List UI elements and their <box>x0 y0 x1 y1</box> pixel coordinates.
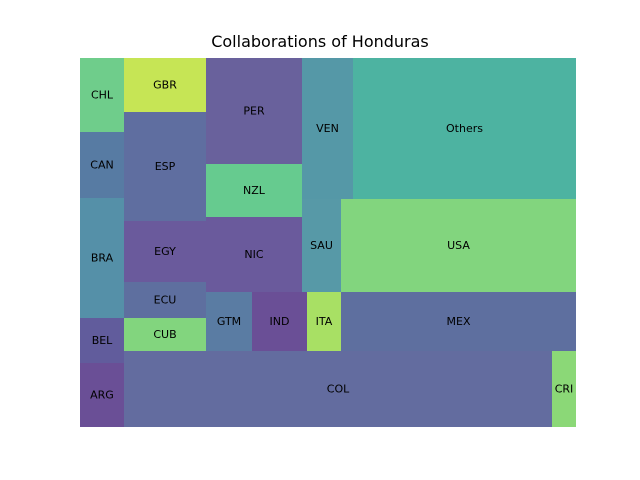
treemap-label-nic: NIC <box>244 248 263 261</box>
treemap-cell-nic <box>206 217 302 292</box>
treemap-label-sau: SAU <box>310 239 333 252</box>
treemap-label-bel: BEL <box>92 334 113 347</box>
treemap-label-cub: CUB <box>153 328 176 341</box>
treemap-label-bra: BRA <box>91 252 114 265</box>
treemap-cell-bel <box>80 318 124 363</box>
treemap-cell-can <box>80 132 124 198</box>
treemap-cell-bra <box>80 198 124 318</box>
treemap-label-chl: CHL <box>91 89 114 102</box>
treemap-label-gtm: GTM <box>217 315 241 328</box>
treemap-cell-col <box>124 351 552 427</box>
treemap-label-ecu: ECU <box>154 294 177 307</box>
treemap-cell-nzl <box>206 164 302 217</box>
treemap-cell-cri <box>552 351 576 427</box>
treemap-label-can: CAN <box>90 159 113 172</box>
treemap-cell-ven <box>302 58 353 199</box>
treemap-label-ita: ITA <box>316 315 333 328</box>
treemap-label-gbr: GBR <box>153 79 177 92</box>
treemap-cell-egy <box>124 221 206 282</box>
treemap-cell-usa <box>341 199 576 292</box>
treemap-cell-gtm <box>206 292 252 351</box>
treemap-cell-ita <box>307 292 341 351</box>
treemap-label-mex: MEX <box>447 315 471 328</box>
treemap-label-ven: VEN <box>316 122 339 135</box>
treemap-label-esp: ESP <box>155 160 176 173</box>
treemap-cell-cub <box>124 318 206 351</box>
treemap-cell-ecu <box>124 282 206 318</box>
treemap-cell-sau <box>302 199 341 292</box>
treemap-label-egy: EGY <box>154 245 176 258</box>
treemap-cell-chl <box>80 58 124 132</box>
treemap-cell-per <box>206 58 302 164</box>
treemap-label-col: COL <box>327 383 350 396</box>
treemap-cell-gbr <box>124 58 206 112</box>
treemap-label-usa: USA <box>447 239 470 252</box>
treemap-cell-ind <box>252 292 307 351</box>
treemap-label-arg: ARG <box>90 389 114 402</box>
treemap-label-per: PER <box>243 105 265 118</box>
treemap-label-ind: IND <box>270 315 290 328</box>
treemap-cell-mex <box>341 292 576 351</box>
treemap-cell-esp <box>124 112 206 221</box>
treemap-label-cri: CRI <box>555 383 574 396</box>
treemap-cell-arg <box>80 363 124 427</box>
treemap-label-others: Others <box>446 122 483 135</box>
chart-title: Collaborations of Honduras <box>211 32 429 51</box>
treemap-label-nzl: NZL <box>243 184 266 197</box>
treemap-cell-others <box>353 58 576 199</box>
